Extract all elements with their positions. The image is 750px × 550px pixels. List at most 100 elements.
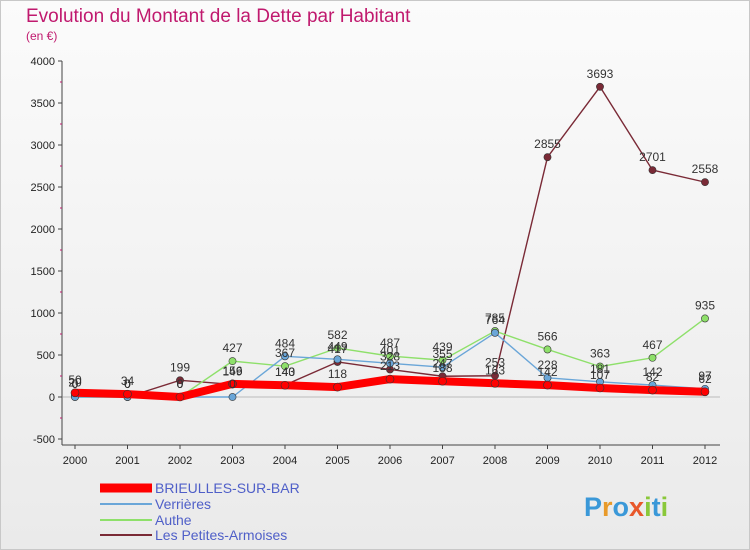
data-label: 427 <box>222 341 242 355</box>
data-point <box>280 380 290 390</box>
data-label: 582 <box>327 328 347 342</box>
data-label: 2701 <box>639 150 666 164</box>
y-tick-label: 3000 <box>31 140 55 152</box>
data-point <box>648 353 657 362</box>
x-tick-label: 2006 <box>378 455 402 467</box>
data-point <box>438 363 447 372</box>
data-point <box>543 153 552 162</box>
data-label: 439 <box>432 340 452 354</box>
data-label: 0 <box>229 377 236 391</box>
data-label: 140 <box>275 365 295 379</box>
data-point <box>701 314 709 323</box>
data-label: 107 <box>590 368 610 382</box>
data-label: 142 <box>537 365 557 379</box>
logo-letter: t <box>652 492 661 522</box>
data-label: 0 <box>72 377 79 391</box>
data-label: 3693 <box>587 67 614 81</box>
data-label: 163 <box>485 363 505 377</box>
data-label: 0 <box>124 377 131 391</box>
logo-letter: i <box>661 492 669 522</box>
data-point <box>176 376 184 385</box>
x-tick-label: 2009 <box>535 455 559 467</box>
data-label: 0 <box>124 377 131 391</box>
x-tick-label: 2007 <box>430 455 454 467</box>
data-point <box>333 382 342 392</box>
data-point <box>281 362 289 371</box>
x-tick-label: 2001 <box>115 455 139 467</box>
data-label: 149 <box>222 364 242 378</box>
data-label: 142 <box>642 365 662 379</box>
axes: -500050010001500200025003000350040002000… <box>31 56 720 467</box>
data-point <box>648 166 657 175</box>
y-tick-label: 1000 <box>31 308 55 320</box>
data-point <box>333 344 342 353</box>
data-label: 935 <box>695 298 715 312</box>
data-point <box>543 345 552 354</box>
data-label: 188 <box>432 361 452 375</box>
legend-label: Authe <box>155 512 192 528</box>
series-layer <box>70 82 710 402</box>
data-label: 363 <box>590 347 610 361</box>
data-point <box>333 355 342 364</box>
legend-label: Les Petites-Armoises <box>155 527 287 543</box>
data-point <box>491 328 499 337</box>
data-label: 0 <box>72 377 79 391</box>
y-tick-label: 2000 <box>31 224 55 236</box>
data-point <box>648 385 657 395</box>
data-point <box>228 357 237 366</box>
data-label: 487 <box>380 336 400 350</box>
legend-label: BRIEULLES-SUR-BAR <box>155 480 300 496</box>
data-point <box>438 376 447 386</box>
y-tick-label: 3500 <box>31 98 55 110</box>
data-label: 0 <box>177 377 184 391</box>
logo-letter: P <box>584 492 602 522</box>
data-label: 199 <box>170 360 190 374</box>
data-label: 156 <box>222 364 242 378</box>
data-label: 764 <box>485 313 505 327</box>
x-tick-label: 2008 <box>483 455 507 467</box>
data-label: 34 <box>121 374 135 388</box>
y-tick-label: 0 <box>49 392 55 404</box>
y-tick-label: 2500 <box>31 182 55 194</box>
data-label: 355 <box>432 347 452 361</box>
logo-letter: x <box>629 492 644 522</box>
data-point <box>596 82 604 91</box>
x-tick-label: 2012 <box>693 455 717 467</box>
data-label: 143 <box>275 365 295 379</box>
data-label: 247 <box>432 356 452 370</box>
data-point <box>700 387 710 397</box>
data-label: 253 <box>485 356 505 370</box>
data-label: 50 <box>68 373 82 387</box>
data-point <box>228 393 237 401</box>
data-label: 566 <box>537 329 557 343</box>
data-point <box>490 379 500 388</box>
x-tick-label: 2002 <box>168 455 192 467</box>
data-label: 328 <box>380 349 400 363</box>
logo-letter: i <box>644 492 652 522</box>
data-point <box>70 388 80 398</box>
logo-letter: r <box>602 492 613 522</box>
data-label: 181 <box>590 362 610 376</box>
data-label: 97 <box>698 369 712 383</box>
data-label: 0 <box>177 377 184 391</box>
logo-letter: o <box>613 492 630 522</box>
data-label: 2855 <box>534 137 561 151</box>
data-label: 20 <box>68 375 82 389</box>
data-label: 417 <box>327 342 347 356</box>
data-label: 484 <box>275 336 295 350</box>
x-tick-label: 2003 <box>220 455 244 467</box>
x-tick-label: 2005 <box>325 455 349 467</box>
proxiti-logo: Proxiti <box>584 492 668 522</box>
y-tick-label: 1500 <box>31 266 55 278</box>
chart-title: Evolution du Montant de la Dette par Hab… <box>26 6 411 27</box>
data-point <box>701 178 709 187</box>
data-label: 0 <box>177 377 184 391</box>
x-tick-label: 2004 <box>273 455 297 467</box>
data-label: 785 <box>485 311 505 325</box>
y-tick-label: -500 <box>33 434 55 446</box>
logo-text: Proxiti <box>584 492 668 522</box>
